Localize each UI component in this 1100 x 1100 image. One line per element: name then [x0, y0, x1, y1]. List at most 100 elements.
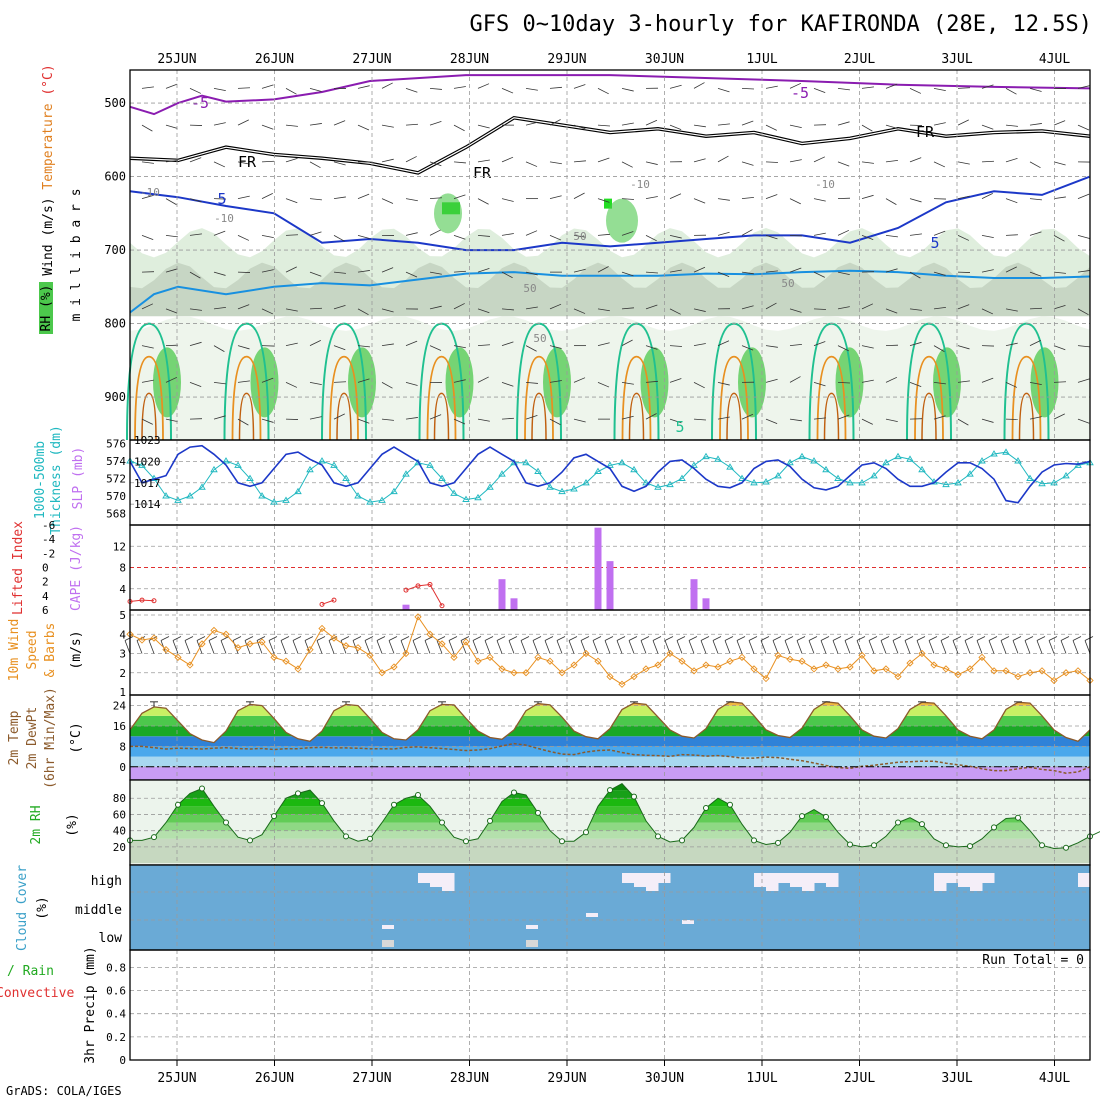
- wind-barb: [885, 418, 898, 423]
- wind-barb-flag: [340, 636, 350, 641]
- wind-barb: [981, 234, 994, 239]
- li-tick-6: 6: [42, 604, 49, 617]
- wind-barb: [525, 415, 538, 420]
- wind-barb: [597, 382, 610, 388]
- isotherm-25-loop-7: [823, 392, 840, 441]
- wind-speed-point: [450, 653, 458, 661]
- wind-barb: [789, 159, 802, 163]
- wind-barb-flag: [280, 636, 290, 641]
- wind-barb: [309, 161, 321, 169]
- rh-point: [607, 787, 613, 794]
- thickness-point: [186, 492, 194, 499]
- wind-barb-flag: [844, 636, 854, 641]
- wind-barb: [1029, 416, 1042, 420]
- wind-barb: [549, 161, 562, 165]
- wind-barb: [261, 377, 274, 383]
- rh-blob-9: [1030, 347, 1059, 418]
- wind-barb: [1077, 418, 1090, 424]
- wind-barb: [333, 304, 346, 310]
- thickness-point: [726, 463, 734, 470]
- wind-barb: [741, 305, 754, 310]
- wind-barb: [621, 231, 634, 236]
- wind-barb: [429, 305, 442, 310]
- rh-point: [679, 837, 685, 844]
- thickness-point: [366, 498, 374, 505]
- thickness-tick-572: 572: [106, 473, 126, 486]
- wind-barb: [621, 339, 633, 346]
- rh-blob-mid-a: [434, 193, 462, 234]
- wind-speed-point: [942, 665, 950, 673]
- wind-barb: [616, 640, 623, 654]
- contour-label: -5: [791, 84, 809, 102]
- wind-barb: [525, 121, 538, 126]
- wind-barb: [693, 343, 706, 347]
- wind-barb: [717, 123, 730, 126]
- cloud-high-cell: [922, 865, 935, 873]
- rh-unit: (%): [65, 813, 80, 836]
- wind-barb: [496, 640, 503, 654]
- wind-barb: [309, 381, 322, 386]
- wind-barb: [261, 308, 274, 315]
- li-point: [415, 583, 421, 589]
- wind-barb-flag: [412, 636, 422, 641]
- wind-barb: [645, 380, 658, 383]
- wind-barb-flag: [1072, 636, 1082, 641]
- rh-point: [415, 791, 421, 798]
- upper-side-label-2: Temperature: [41, 103, 56, 197]
- wind-barb: [1005, 342, 1018, 347]
- bottom-date-1JUL: 1JUL: [746, 1071, 777, 1086]
- wind-speed-point: [582, 649, 590, 658]
- temp-tick-0: 0: [119, 761, 126, 774]
- cloud-high-clear-cell: [766, 873, 779, 891]
- contour-label: FR: [916, 123, 935, 141]
- wind-barb: [880, 640, 887, 654]
- wind-barb: [1077, 124, 1090, 131]
- isotherm-20-loop-6: [719, 355, 749, 441]
- contour-label: 5: [930, 234, 939, 252]
- rh-point: [511, 789, 517, 796]
- wind-barb: [837, 229, 850, 236]
- wind-barb: [213, 345, 225, 352]
- thickness-point: [570, 485, 578, 492]
- top-date-2JUL: 2JUL: [844, 52, 875, 67]
- thickness-point: [630, 465, 638, 473]
- wind-barb: [1053, 196, 1066, 200]
- wind-barb-flag: [1000, 636, 1010, 641]
- bottom-date-axis: 25JUN 26JUN 27JUN 28JUN 29JUN 30JUN 1JUL 2JUL 3J…: [157, 1060, 1070, 1086]
- wind-barb: [861, 235, 874, 241]
- thickness-tick-574: 574: [106, 455, 126, 468]
- top-date-axis: 25JUN 26JUN 27JUN 28JUN 29JUN 30JUN 1JUL 2JUL 3J…: [157, 52, 1070, 67]
- wind-barb: [165, 234, 178, 238]
- wind-barb: [1072, 640, 1079, 654]
- cloud-high-cell: [286, 865, 299, 873]
- wind-barb: [957, 119, 969, 126]
- wind-speed-point: [786, 655, 794, 663]
- wind-barb: [741, 413, 754, 420]
- cloud-high-clear-cell: [658, 873, 671, 883]
- li-tick-3: 0: [42, 562, 49, 575]
- wind-barb: [957, 380, 970, 383]
- wind-barb: [981, 84, 994, 89]
- wind-barb: [597, 88, 609, 95]
- wind-barb-flag: [1024, 636, 1034, 641]
- rh-blob-8: [933, 347, 961, 418]
- upper-side-label-rh: RH (%): [39, 285, 54, 332]
- rh-point: [703, 804, 709, 811]
- wind-barb: [885, 198, 897, 205]
- wind-barb: [141, 86, 154, 89]
- wind-speed-point: [966, 665, 974, 673]
- wind-barb: [1053, 381, 1067, 383]
- wind-barb: [741, 271, 754, 275]
- wind-barb: [621, 271, 634, 277]
- wind-barb: [813, 341, 826, 347]
- bottom-date-28JUN: 28JUN: [450, 1071, 489, 1086]
- thickness-point: [1014, 457, 1022, 464]
- wind-barb-flag: [364, 636, 374, 641]
- wind-barb: [501, 381, 514, 387]
- wind-speed-point: [198, 640, 206, 648]
- cloud-high-clear-cell: [646, 873, 659, 891]
- wind-barb: [724, 640, 731, 654]
- wind-barb-flag: [316, 636, 326, 641]
- wind-barb: [693, 124, 706, 128]
- wind-speed-point: [558, 669, 566, 677]
